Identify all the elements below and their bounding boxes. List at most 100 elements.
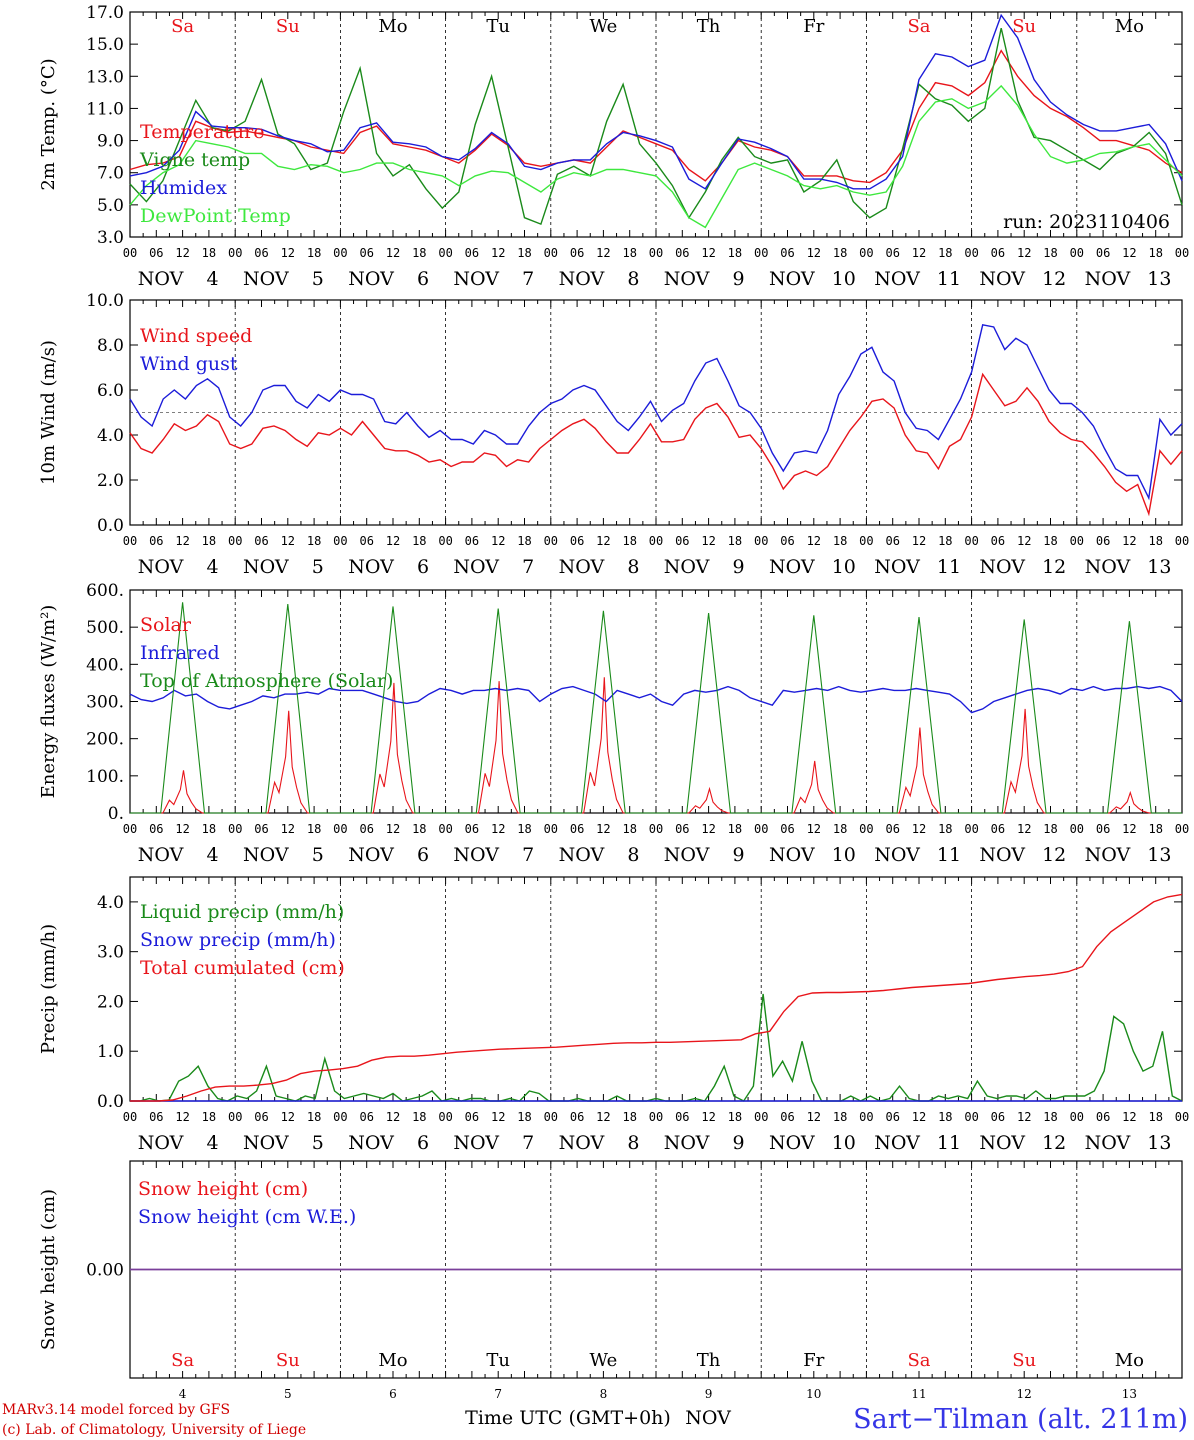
date-month-label: NOV (874, 268, 920, 290)
hour-label: 06 (570, 534, 584, 548)
date-day-label: 4 (207, 1132, 219, 1154)
hour-label: 00 (964, 534, 978, 548)
series-line (129, 323, 1183, 501)
date-month-label: NOV (138, 844, 184, 866)
day-number-label: 4 (179, 1387, 187, 1401)
hour-label: 00 (228, 246, 242, 260)
weekday-label: Sa (171, 16, 194, 37)
hour-label: 06 (149, 1110, 163, 1124)
hour-label: 18 (728, 1110, 742, 1124)
series-line (130, 993, 1183, 1102)
y-axis-label: Snow height (cm) (38, 1189, 59, 1350)
hour-label: 12 (1017, 822, 1031, 836)
date-month-label: NOV (453, 556, 499, 578)
day-number-label: 6 (389, 1387, 397, 1401)
hour-label: 00 (754, 246, 768, 260)
weekday-label: Sa (171, 1350, 194, 1371)
hour-label: 00 (333, 822, 347, 836)
date-day-label: 8 (627, 844, 639, 866)
day-number-label: 8 (600, 1387, 608, 1401)
hour-label: 18 (1043, 246, 1057, 260)
weekday-label: Fr (803, 16, 824, 37)
date-day-label: 11 (937, 844, 961, 866)
date-day-label: 13 (1147, 1132, 1171, 1154)
date-month-label: NOV (874, 844, 920, 866)
hour-label: 12 (386, 534, 400, 548)
hour-label: 18 (202, 1110, 216, 1124)
date-month-label: NOV (769, 268, 815, 290)
hour-label: 00 (438, 1110, 452, 1124)
hour-label: 06 (465, 822, 479, 836)
hour-label: 12 (596, 1110, 610, 1124)
hour-label: 06 (465, 246, 479, 260)
date-day-label: 9 (733, 556, 745, 578)
hour-label: 00 (544, 246, 558, 260)
date-month-label: NOV (664, 268, 710, 290)
date-month-label: NOV (1085, 268, 1131, 290)
date-day-label: 13 (1147, 268, 1171, 290)
date-day-label: 9 (733, 1132, 745, 1154)
date-month-label: NOV (559, 268, 605, 290)
legend-entry: Snow precip (mm/h) (140, 929, 336, 951)
hour-label: 18 (307, 1110, 321, 1124)
hour-label: 00 (1175, 534, 1189, 548)
y-tick-label: 3.0 (97, 943, 124, 963)
y-tick-label: 15.0 (86, 35, 124, 55)
legend-entry: Wind gust (140, 353, 238, 375)
y-tick-label: 200. (86, 730, 124, 750)
hour-label: 06 (675, 1110, 689, 1124)
date-day-label: 4 (207, 556, 219, 578)
date-day-label: 9 (733, 268, 745, 290)
date-month-label: NOV (348, 1132, 394, 1154)
date-month-label: NOV (979, 1132, 1025, 1154)
y-axis-label: Precip (mm/h) (38, 924, 59, 1054)
y-tick-label: 4.0 (97, 426, 124, 446)
hour-label: 12 (175, 534, 189, 548)
legend-entry: Temperature (140, 121, 264, 143)
hour-label: 06 (780, 246, 794, 260)
hour-label: 06 (254, 822, 268, 836)
hour-label: 18 (307, 246, 321, 260)
hour-label: 18 (728, 534, 742, 548)
date-month-label: NOV (559, 556, 605, 578)
hour-label: 18 (517, 1110, 531, 1124)
hour-label: 00 (859, 822, 873, 836)
hour-label: 18 (1148, 246, 1162, 260)
date-month-label: NOV (874, 556, 920, 578)
hour-label: 00 (544, 1110, 558, 1124)
hour-label: 18 (622, 1110, 636, 1124)
footer-copyright: (c) Lab. of Climatology, University of L… (2, 1422, 306, 1438)
hour-label: 18 (1043, 1110, 1057, 1124)
date-month-label: NOV (769, 844, 815, 866)
date-month-label: NOV (769, 556, 815, 578)
hour-label: 06 (1096, 246, 1110, 260)
hour-label: 18 (1148, 1110, 1162, 1124)
y-tick-label: 10.0 (86, 291, 124, 311)
weekday-label: Mo (378, 1350, 407, 1371)
day-number-label: 13 (1122, 1387, 1137, 1401)
date-month-label: NOV (348, 844, 394, 866)
hour-label: 06 (780, 822, 794, 836)
hour-label: 12 (1122, 246, 1136, 260)
date-day-label: 8 (627, 556, 639, 578)
legend-entry: Total cumulated (cm) (140, 957, 345, 979)
panel-4: 4.0 3.0 2.0 1.0 0.0 Precip (mm/h) 00 06 12 18 00 06… (38, 876, 1189, 1154)
date-day-label: 6 (417, 844, 429, 866)
y-tick-label: 0. (108, 804, 124, 824)
hour-label: 18 (938, 1110, 952, 1124)
series-line (129, 685, 1183, 714)
panel-1: 17.0 15.0 13.0 11.0 9.0 7.0 5.0 3.0 2m Temp. (°C… (38, 3, 1189, 290)
date-month-label: NOV (348, 268, 394, 290)
date-month-label: NOV (769, 1132, 815, 1154)
legend-entry: DewPoint Temp (140, 205, 291, 227)
hour-label: 00 (964, 246, 978, 260)
y-tick-label: 400. (86, 655, 124, 675)
hour-label: 00 (123, 246, 137, 260)
date-day-label: 13 (1147, 844, 1171, 866)
hour-label: 18 (517, 246, 531, 260)
date-day-label: 11 (937, 556, 961, 578)
hour-label: 18 (202, 246, 216, 260)
hour-label: 12 (1017, 534, 1031, 548)
day-number-label: 10 (806, 1387, 821, 1401)
hour-label: 12 (807, 246, 821, 260)
